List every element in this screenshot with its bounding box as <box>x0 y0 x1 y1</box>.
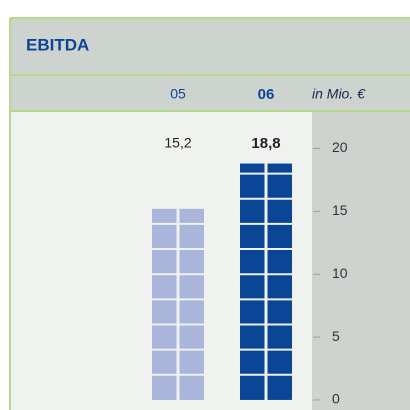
unit-label: in Mio. € <box>312 86 366 102</box>
y-tick-label: 15 <box>332 202 348 218</box>
x-tick-label: 05 <box>170 86 186 102</box>
category-band <box>10 75 410 111</box>
y-tick-label: 10 <box>332 265 348 281</box>
value-label: 18,8 <box>251 135 280 152</box>
axis-column <box>312 112 410 410</box>
y-tick-label: 20 <box>332 139 348 155</box>
chart-title: EBITDA <box>26 35 89 54</box>
y-tick-label: 5 <box>332 328 340 344</box>
x-tick-label: 06 <box>258 86 275 103</box>
y-tick-label: 0 <box>332 391 340 407</box>
header-band <box>10 18 410 75</box>
value-label: 15,2 <box>164 135 191 151</box>
